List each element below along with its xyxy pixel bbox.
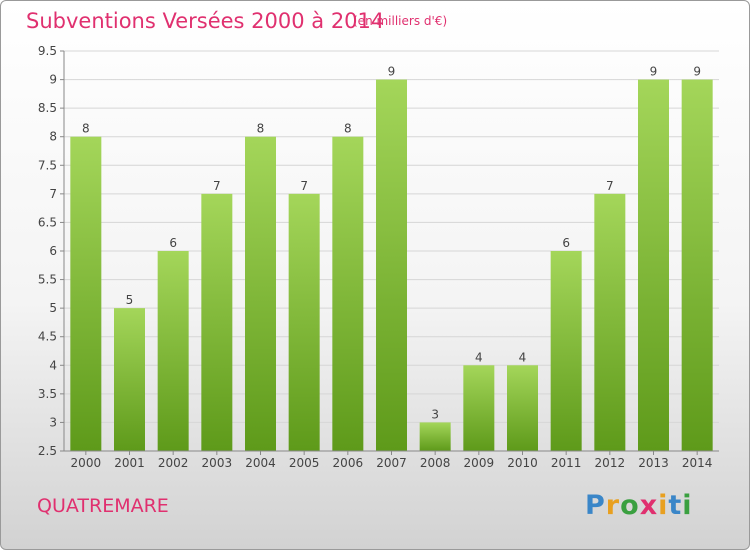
y-tick-label: 2.5 [38,444,57,458]
y-tick-label: 6 [49,244,57,258]
x-tick-label-2007: 2007 [376,456,407,470]
value-label-2005: 7 [300,179,308,193]
value-label-2002: 6 [169,236,177,250]
logo-letter: i [658,490,669,521]
logo-letter: x [639,490,659,521]
bar-2010 [507,365,538,451]
bar-2004 [245,136,276,451]
value-label-2001: 5 [126,293,134,307]
logo-letter: i [682,490,693,521]
bar-2013 [638,79,669,452]
value-label-2008: 3 [431,407,439,421]
bar-2002 [157,251,189,451]
value-label-2007: 9 [388,65,396,79]
x-tick-label-2011: 2011 [551,456,582,470]
x-tick-label-2005: 2005 [289,456,320,470]
bar-2000 [70,136,102,451]
value-label-2006: 8 [344,122,352,136]
x-tick-label-2001: 2001 [114,456,145,470]
x-tick-label-2014: 2014 [682,456,713,470]
bar-2007 [376,79,407,452]
value-label-2009: 4 [475,350,483,364]
x-tick-label-2010: 2010 [507,456,538,470]
commune-name: QUATREMARE [37,495,169,517]
y-tick-label: 8 [49,130,57,144]
logo-letter: r [605,490,621,521]
bar-2014 [681,79,713,452]
bar-2009 [463,365,495,451]
y-tick-label: 5.5 [38,273,57,287]
y-tick-label: 3 [49,415,57,429]
x-tick-label-2002: 2002 [158,456,189,470]
bar-2012 [594,193,626,451]
logo-letter: P [585,490,606,521]
y-tick-label: 6.5 [38,215,57,229]
logo-letter: t [668,490,683,521]
proxiti-logo: Proxiti [585,490,693,521]
logo-letter: o [620,490,640,521]
x-axis-labels: 2000 2001 2002 2003 2004 2005 2006 2007 2008 2009… [71,456,713,470]
bars [70,79,713,452]
value-label-2014: 9 [693,65,701,79]
y-tick-label: 7.5 [38,158,57,172]
x-tick-label-2003: 2003 [202,456,233,470]
y-tick-label: 8.5 [38,101,57,115]
y-axis-labels: 2.5 3 3.5 4 4.5 5 5.5 6 6.5 7 7.5 8 8.5 9 9.5 [38,44,57,458]
axes [60,50,719,455]
bar-2005 [288,193,320,451]
chart-title: Subventions Versées 2000 à 2014 [26,9,385,33]
bar-2008 [419,422,451,451]
value-label-2000: 8 [82,122,90,136]
x-tick-label-2000: 2000 [71,456,102,470]
x-tick-label-2012: 2012 [595,456,626,470]
bar-2006 [332,136,364,451]
y-tick-label: 5 [49,301,57,315]
bar-2001 [114,308,145,451]
value-label-2004: 8 [257,122,265,136]
value-labels: 8 5 6 7 8 7 8 9 3 4 4 6 7 9 9 [82,65,701,422]
value-label-2003: 7 [213,179,221,193]
y-tick-label: 4 [49,358,57,372]
x-tick-label-2013: 2013 [638,456,669,470]
value-label-2010: 4 [519,350,527,364]
x-tick-label-2006: 2006 [333,456,364,470]
bar-2011 [550,251,582,451]
value-label-2013: 9 [650,65,658,79]
x-tick-label-2009: 2009 [464,456,495,470]
y-tick-label: 3.5 [38,387,57,401]
chart-subtitle: (en milliers d'€) [353,14,448,28]
y-tick-label: 7 [49,187,57,201]
y-tick-label: 4.5 [38,330,57,344]
x-tick-label-2008: 2008 [420,456,451,470]
x-tick-label-2004: 2004 [245,456,276,470]
value-label-2012: 7 [606,179,614,193]
y-tick-label: 9.5 [38,44,57,58]
bar-2003 [201,193,233,451]
value-label-2011: 6 [562,236,570,250]
y-tick-label: 9 [49,73,57,87]
